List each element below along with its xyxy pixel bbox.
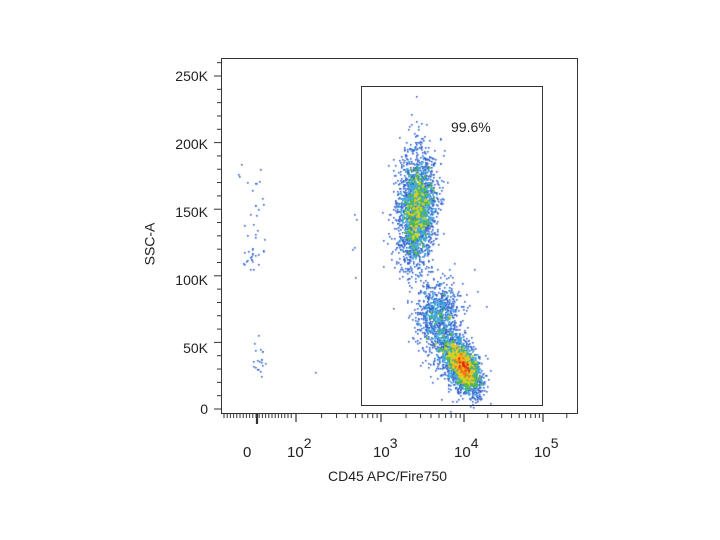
y-tick-label: 50K	[183, 340, 208, 356]
y-tick-label: 0	[200, 401, 208, 417]
x-tick-label: 104	[454, 435, 479, 461]
x-tick-label: 102	[287, 435, 312, 461]
y-tick-label: 200K	[175, 136, 208, 152]
x-tick-label: 103	[373, 435, 398, 461]
density-dot-plot	[222, 59, 579, 415]
x-axis-title: CD45 APC/Fire750	[328, 468, 448, 484]
gate-percentage-label: 99.6%	[451, 119, 491, 135]
gate-rectangle[interactable]: 99.6%	[361, 86, 543, 406]
x-tick-label-zero: 0	[243, 444, 252, 461]
y-axis-title: SSC-A	[141, 222, 158, 266]
y-tick-label: 150K	[175, 204, 208, 220]
plot-area: 99.6%	[221, 58, 579, 415]
y-tick-label: 250K	[175, 68, 208, 84]
x-tick-label: 105	[534, 435, 559, 461]
y-tick-label: 100K	[175, 272, 208, 288]
